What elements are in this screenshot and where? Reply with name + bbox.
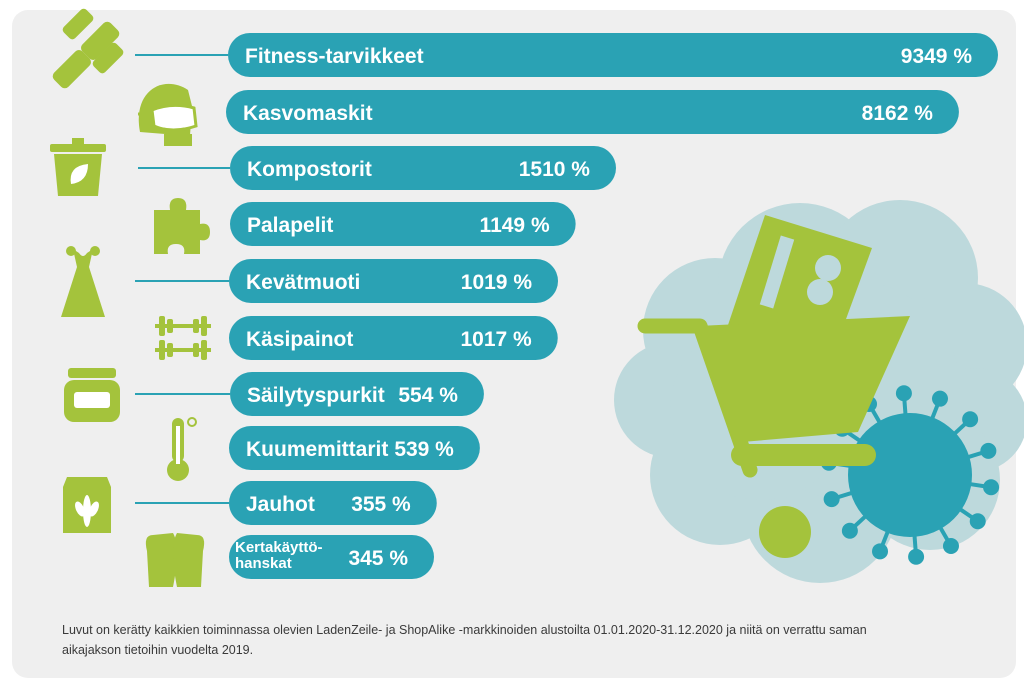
bar-label: hanskat <box>235 555 292 572</box>
jar-icon <box>64 368 120 422</box>
weights-icon <box>155 316 211 360</box>
dumbbell-icon <box>52 8 124 89</box>
bar <box>229 316 558 360</box>
value-label: 1019 % <box>461 271 533 294</box>
compost-bin-icon <box>50 138 106 196</box>
bars: Fitness-tarvikkeet 9349 % Kasvomaskit 8162 … <box>135 33 998 579</box>
thermometer-icon <box>167 417 197 481</box>
value-label: 1149 % <box>480 214 550 237</box>
value-label: 355 % <box>351 493 411 516</box>
bar-label: Kompostorit <box>247 158 372 181</box>
bar <box>226 90 959 134</box>
bar <box>230 372 484 416</box>
bar-label: Kevätmuoti <box>246 271 360 294</box>
value-label: 9349 % <box>901 45 973 68</box>
value-label: 1510 % <box>519 158 591 181</box>
value-label: 1017 % <box>461 328 533 351</box>
bar <box>229 426 480 470</box>
bar <box>229 481 437 525</box>
face-mask-icon <box>138 83 198 146</box>
flour-bag-icon <box>63 477 111 533</box>
bar <box>230 202 576 246</box>
bar-label: Käsipainot <box>246 328 353 351</box>
shopping-cart-illustration <box>614 200 1024 583</box>
category-icons <box>50 8 211 587</box>
bar <box>229 259 559 303</box>
cart-wheel <box>759 506 811 558</box>
bar <box>228 33 998 77</box>
cart-basket <box>698 316 910 442</box>
bar-label: Palapelit <box>247 214 333 237</box>
gloves-icon <box>145 533 205 587</box>
value-label: 8162 % <box>862 102 934 125</box>
bar-label: Jauhot <box>246 493 315 516</box>
bar-label: Fitness-tarvikkeet <box>245 45 424 68</box>
footnote: Luvut on kerätty kaikkien toiminnassa ol… <box>62 623 867 657</box>
bar-label: Kasvomaskit <box>243 102 373 125</box>
cart-icon <box>637 215 910 558</box>
value-label: 554 % <box>398 384 458 407</box>
dress-icon <box>61 246 105 317</box>
bar-label: Säilytyspurkit <box>247 384 385 407</box>
puzzle-icon <box>154 198 210 254</box>
bar <box>230 146 616 190</box>
value-label: 539 % <box>394 438 454 461</box>
value-label: 345 % <box>348 547 408 570</box>
bar <box>229 535 434 579</box>
bar-label: Kuumemittarit <box>246 438 388 461</box>
bar-label: Kertakäyttö- <box>235 539 323 556</box>
